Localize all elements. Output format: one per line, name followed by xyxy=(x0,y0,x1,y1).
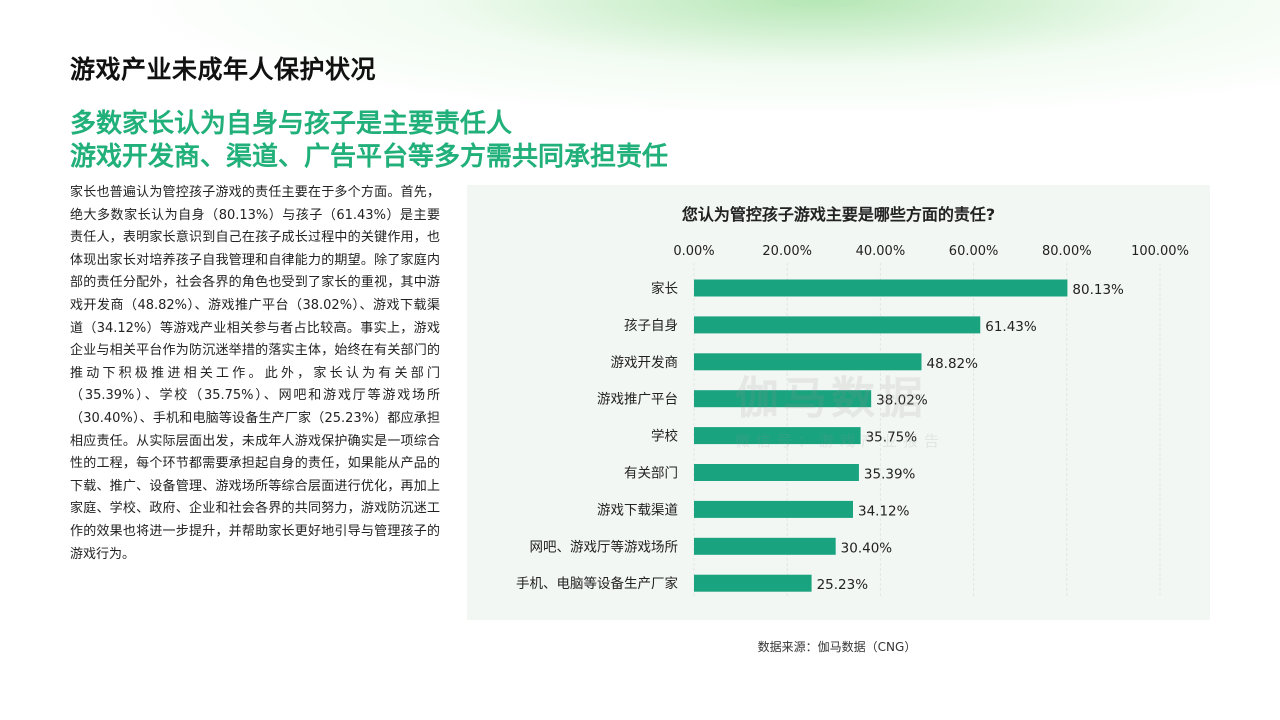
data-label: 34.12% xyxy=(858,503,910,519)
page-title: 游戏产业未成年人保护状况 xyxy=(70,55,377,84)
data-label: 35.39% xyxy=(864,467,916,483)
x-tick-label: 20.00% xyxy=(762,244,812,259)
data-label: 25.23% xyxy=(817,577,869,593)
headline-line-1: 多数家长认为自身与孩子是主要责任人 xyxy=(70,109,513,139)
category-label: 学校 xyxy=(651,428,679,445)
data-label: 48.82% xyxy=(927,356,979,372)
category-label: 孩子自身 xyxy=(624,318,678,334)
watermark: 伽马数据 xyxy=(735,373,927,424)
body-paragraph: 家长也普遍认为管控孩子游戏的责任主要在于多个方面。首先，绝大多数家长认为自身（8… xyxy=(70,185,440,562)
data-label: 35.75% xyxy=(866,430,918,446)
chart-title: 您认为管控孩子游戏主要是哪些方面的责任? xyxy=(681,205,996,224)
category-label: 游戏下载渠道 xyxy=(597,502,678,518)
x-tick-label: 40.00% xyxy=(856,244,906,259)
x-tick-label: 80.00% xyxy=(1042,244,1092,259)
bar xyxy=(694,574,812,592)
data-label: 61.43% xyxy=(985,319,1037,335)
x-tick-label: 0.00% xyxy=(673,244,714,259)
category-label: 手机、电脑等设备生产厂家 xyxy=(516,575,678,592)
header-gradient xyxy=(0,0,1280,110)
headline-line-2: 游戏开发商、渠道、广告平台等多方需共同承担责任 xyxy=(70,142,669,172)
category-label: 网吧、游戏厅等游戏场所 xyxy=(530,538,679,555)
category-label: 有关部门 xyxy=(624,466,678,482)
data-source: 数据来源：伽马数据（CNG） xyxy=(0,638,1280,655)
category-label: 游戏开发商 xyxy=(611,355,679,371)
bar xyxy=(694,316,981,334)
category-label: 家长 xyxy=(651,280,679,297)
headline: 多数家长认为自身与孩子是主要责任人 游戏开发商、渠道、广告平台等多方需共同承担责… xyxy=(70,108,668,174)
bar xyxy=(694,353,922,371)
data-source-text: 数据来源：伽马数据（CNG） xyxy=(757,640,917,654)
bar xyxy=(694,500,853,518)
bar xyxy=(694,537,836,555)
x-tick-label: 100.00% xyxy=(1131,244,1189,259)
bar-chart: 0.00% 20.00% 40.00% 60.00% 80.00% 100.00% 家长 80… xyxy=(516,244,1189,597)
bar xyxy=(694,464,859,481)
category-label: 游戏推广平台 xyxy=(597,392,678,408)
data-label: 80.13% xyxy=(1072,282,1124,298)
bar xyxy=(694,427,861,445)
watermark-subtitle: 微信号：游戏产业报告 xyxy=(735,432,946,450)
bar xyxy=(694,279,1068,297)
chart-panel: 您认为管控孩子游戏主要是哪些方面的责任? 0.00% 20.00% 40.00% 60… xyxy=(467,185,1210,620)
data-label: 30.40% xyxy=(841,540,893,556)
x-tick-label: 60.00% xyxy=(949,244,999,259)
data-label: 38.02% xyxy=(876,393,928,409)
bar xyxy=(694,390,872,408)
